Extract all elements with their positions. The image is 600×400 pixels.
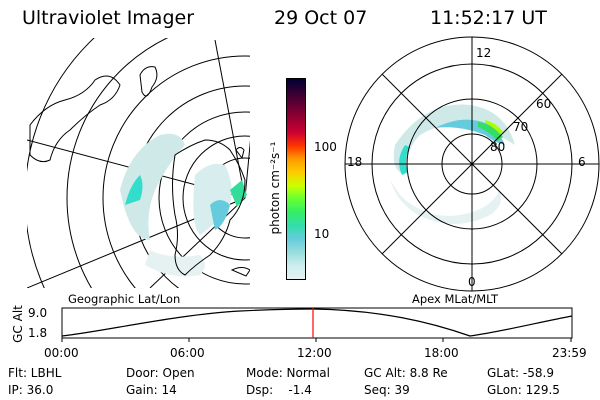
time-label: 11:52:17 UT bbox=[430, 7, 547, 29]
polar-map-caption: Apex MLat/MLT bbox=[412, 292, 499, 306]
xtick-2359: 23:59 bbox=[552, 346, 587, 360]
lat-label-70: 70 bbox=[513, 120, 529, 134]
info-mode: Mode: Normal bbox=[246, 366, 330, 380]
mlt-label-12: 12 bbox=[476, 46, 492, 60]
colorbar-tick-100: 100 bbox=[314, 140, 337, 154]
mlt-label-18: 18 bbox=[347, 155, 363, 169]
date-label: 29 Oct 07 bbox=[274, 7, 368, 29]
mlt-label-0: 0 bbox=[468, 275, 476, 289]
xtick-1800: 18:00 bbox=[424, 346, 459, 360]
info-glat: GLat: -58.9 bbox=[487, 366, 554, 380]
altitude-ylabel: GC Alt bbox=[11, 305, 25, 343]
info-dsp: Dsp: -1.4 bbox=[246, 383, 312, 397]
altitude-ytick-max: 9.0 bbox=[28, 306, 48, 320]
info-ip: IP: 36.0 bbox=[8, 383, 54, 397]
geo-map-caption: Geographic Lat/Lon bbox=[68, 292, 181, 306]
instrument-title: Ultraviolet Imager bbox=[22, 7, 195, 29]
xtick-0000: 00:00 bbox=[44, 346, 79, 360]
info-gain: Gain: 14 bbox=[126, 383, 177, 397]
info-door: Door: Open bbox=[126, 366, 195, 380]
lat-label-60: 60 bbox=[536, 97, 552, 111]
mlt-label-6: 6 bbox=[578, 155, 586, 169]
xtick-0600: 06:00 bbox=[170, 346, 205, 360]
xtick-1200: 12:00 bbox=[297, 346, 332, 360]
altitude-ytick-min: 1.8 bbox=[28, 326, 48, 340]
info-gcalt: GC Alt: 8.8 Re bbox=[364, 366, 448, 380]
info-flt: Flt: LBHL bbox=[8, 366, 62, 380]
info-seq: Seq: 39 bbox=[364, 383, 410, 397]
lat-label-80: 80 bbox=[490, 140, 506, 154]
info-glon: GLon: 129.5 bbox=[487, 383, 560, 397]
colorbar-tick-10: 10 bbox=[314, 227, 330, 241]
colorbar bbox=[286, 78, 306, 280]
